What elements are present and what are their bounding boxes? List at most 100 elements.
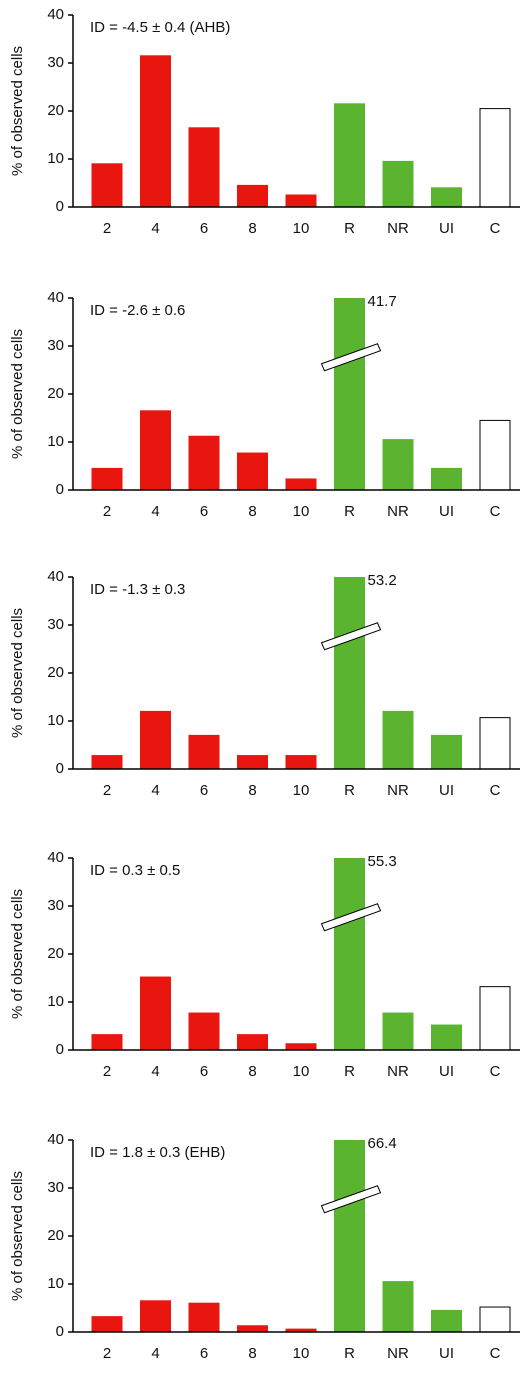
x-tick-label: 10	[293, 1345, 310, 1362]
bar	[479, 108, 511, 207]
value-label: 53.2	[368, 572, 397, 589]
bar	[285, 194, 317, 207]
bar	[334, 103, 365, 207]
bar	[91, 467, 123, 490]
bar	[188, 127, 220, 207]
x-tick-label: 4	[151, 1063, 159, 1080]
y-tick-label: 40	[47, 568, 64, 585]
x-tick-label: R	[344, 1345, 355, 1362]
bar	[237, 1325, 268, 1332]
bars	[91, 577, 511, 769]
bar	[140, 1300, 171, 1332]
x-tick-label: 4	[151, 782, 159, 799]
x-tick-label: 2	[103, 503, 111, 520]
x-tick-label: 10	[293, 782, 310, 799]
x-tick-label: UI	[439, 1345, 454, 1362]
x-tick-label: 10	[293, 503, 310, 520]
y-tick-label: 0	[56, 1323, 64, 1340]
y-axis-title: % of observed cells	[9, 329, 26, 459]
x-tick-label: UI	[439, 782, 454, 799]
x-tick-label: C	[490, 1345, 501, 1362]
x-tick-label: 8	[248, 1063, 256, 1080]
bar	[91, 755, 123, 769]
x-tick-label: 6	[200, 1063, 208, 1080]
bar	[431, 467, 462, 490]
bar	[91, 1316, 123, 1332]
x-tick-label: R	[344, 782, 355, 799]
bar	[237, 452, 268, 490]
bar	[382, 710, 414, 769]
x-tick-label: 6	[200, 220, 208, 237]
bar	[382, 439, 414, 490]
y-tick-label: 0	[56, 760, 64, 777]
x-tick-label: 10	[293, 220, 310, 237]
bar	[140, 55, 171, 207]
value-label: 66.4	[368, 1135, 397, 1152]
y-tick-label: 40	[47, 849, 64, 866]
y-axis-title: % of observed cells	[9, 1171, 26, 1301]
x-tick-label: C	[490, 220, 501, 237]
y-tick-label: 0	[56, 198, 64, 215]
x-tick-label: 2	[103, 1345, 111, 1362]
bar	[91, 1034, 123, 1050]
y-tick-label: 20	[47, 945, 64, 962]
bar	[479, 419, 511, 490]
x-tick-label: C	[490, 503, 501, 520]
bar	[285, 1043, 317, 1050]
bars	[91, 298, 511, 490]
bar	[479, 986, 511, 1050]
x-tick-label: R	[344, 220, 355, 237]
y-axis-title: % of observed cells	[9, 889, 26, 1019]
bar	[285, 755, 317, 769]
y-tick-label: 0	[56, 481, 64, 498]
x-tick-label: R	[344, 1063, 355, 1080]
value-label: 55.3	[368, 853, 397, 870]
axis-break	[320, 343, 382, 372]
panel: 0 10 20 30 40 % of observed cells ID = -1.3 ± …	[9, 568, 520, 799]
bars	[91, 858, 511, 1050]
bar	[334, 1140, 365, 1332]
y-tick-label: 10	[47, 993, 64, 1010]
bar	[140, 710, 171, 769]
y-tick-label: 20	[47, 664, 64, 681]
annotation: ID = 0.3 ± 0.5	[90, 862, 180, 879]
x-tick-label: 4	[151, 1345, 159, 1362]
bar	[91, 163, 123, 207]
x-tick-label: 8	[248, 1345, 256, 1362]
y-axis-title: % of observed cells	[9, 608, 26, 738]
bar	[188, 1302, 220, 1332]
x-tick-label: NR	[387, 1345, 409, 1362]
x-tick-label: 8	[248, 503, 256, 520]
axis-break	[320, 622, 382, 651]
x-tick-label: 6	[200, 782, 208, 799]
axis-break	[320, 903, 382, 932]
y-tick-label: 20	[47, 385, 64, 402]
x-tick-label: 6	[200, 1345, 208, 1362]
y-tick-label: 30	[47, 1179, 64, 1196]
y-tick-label: 10	[47, 712, 64, 729]
x-tick-label: UI	[439, 220, 454, 237]
bar	[188, 1012, 220, 1050]
y-tick-label: 40	[47, 1131, 64, 1148]
bar	[188, 734, 220, 769]
bar	[334, 298, 365, 490]
bar	[431, 1309, 462, 1332]
bar	[431, 187, 462, 207]
y-tick-label: 20	[47, 1227, 64, 1244]
y-tick-label: 10	[47, 150, 64, 167]
bar	[237, 755, 268, 769]
y-tick-label: 40	[47, 289, 64, 306]
y-tick-label: 10	[47, 1275, 64, 1292]
panel: 0 10 20 30 40 % of observed cells ID = -2.6 ± …	[9, 289, 520, 520]
y-tick-label: 30	[47, 337, 64, 354]
panel: 0 10 20 30 40 % of observed cells ID = 0.3 ± 0…	[9, 849, 520, 1080]
bar	[382, 1012, 414, 1050]
x-tick-label: C	[490, 1063, 501, 1080]
x-tick-label: 2	[103, 1063, 111, 1080]
x-tick-label: NR	[387, 503, 409, 520]
x-tick-label: 8	[248, 782, 256, 799]
annotation: ID = -4.5 ± 0.4 (AHB)	[90, 19, 230, 36]
bar	[382, 160, 414, 207]
bar	[285, 478, 317, 490]
